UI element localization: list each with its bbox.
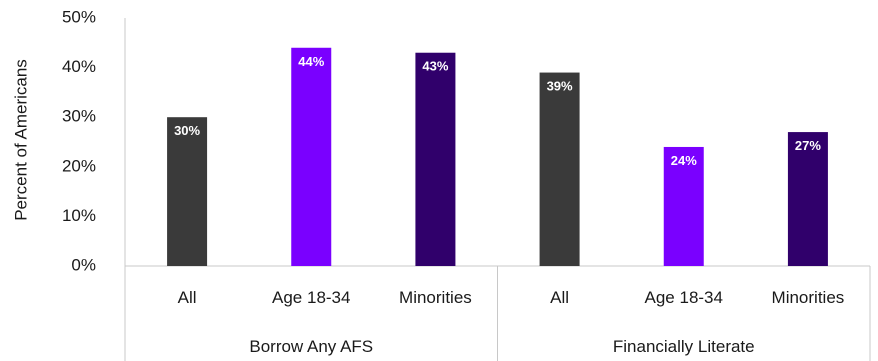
group-label: Financially Literate (613, 337, 755, 356)
y-tick-label: 20% (62, 156, 96, 175)
category-label: Minorities (399, 288, 472, 307)
category-label: Minorities (772, 288, 845, 307)
bar (291, 47, 332, 267)
bar (167, 117, 208, 266)
category-labels: All Age 18-34 Minorities All Age 18-34 Minori… (178, 288, 845, 307)
y-tick-label: 50% (62, 7, 96, 26)
y-tick-label: 30% (62, 107, 96, 126)
y-tick-label: 0% (71, 255, 96, 274)
axes (124, 18, 871, 361)
category-label: All (178, 288, 197, 307)
bars: 30% 44% 43% 39% 24% 27% (167, 47, 828, 267)
bar-data-label: 24% (671, 153, 697, 168)
category-label: Age 18-34 (272, 288, 350, 307)
bar (787, 132, 828, 266)
bar (415, 52, 456, 266)
group-labels: Borrow Any AFS Financially Literate (249, 337, 754, 356)
y-tick-label: 40% (62, 57, 96, 76)
bar-data-label: 30% (174, 123, 200, 138)
bar-data-label: 27% (795, 138, 821, 153)
bar (663, 146, 704, 266)
bar-data-label: 43% (422, 59, 448, 74)
y-axis-ticks: 0% 10% 20% 30% 40% 50% (62, 7, 96, 274)
category-label: All (550, 288, 569, 307)
category-label: Age 18-34 (645, 288, 723, 307)
bar-data-label: 39% (547, 79, 573, 94)
bar-data-label: 44% (298, 54, 324, 69)
y-axis-title: Percent of Americans (11, 59, 30, 221)
y-tick-label: 10% (62, 206, 96, 225)
group-label: Borrow Any AFS (249, 337, 373, 356)
bar (539, 72, 580, 266)
